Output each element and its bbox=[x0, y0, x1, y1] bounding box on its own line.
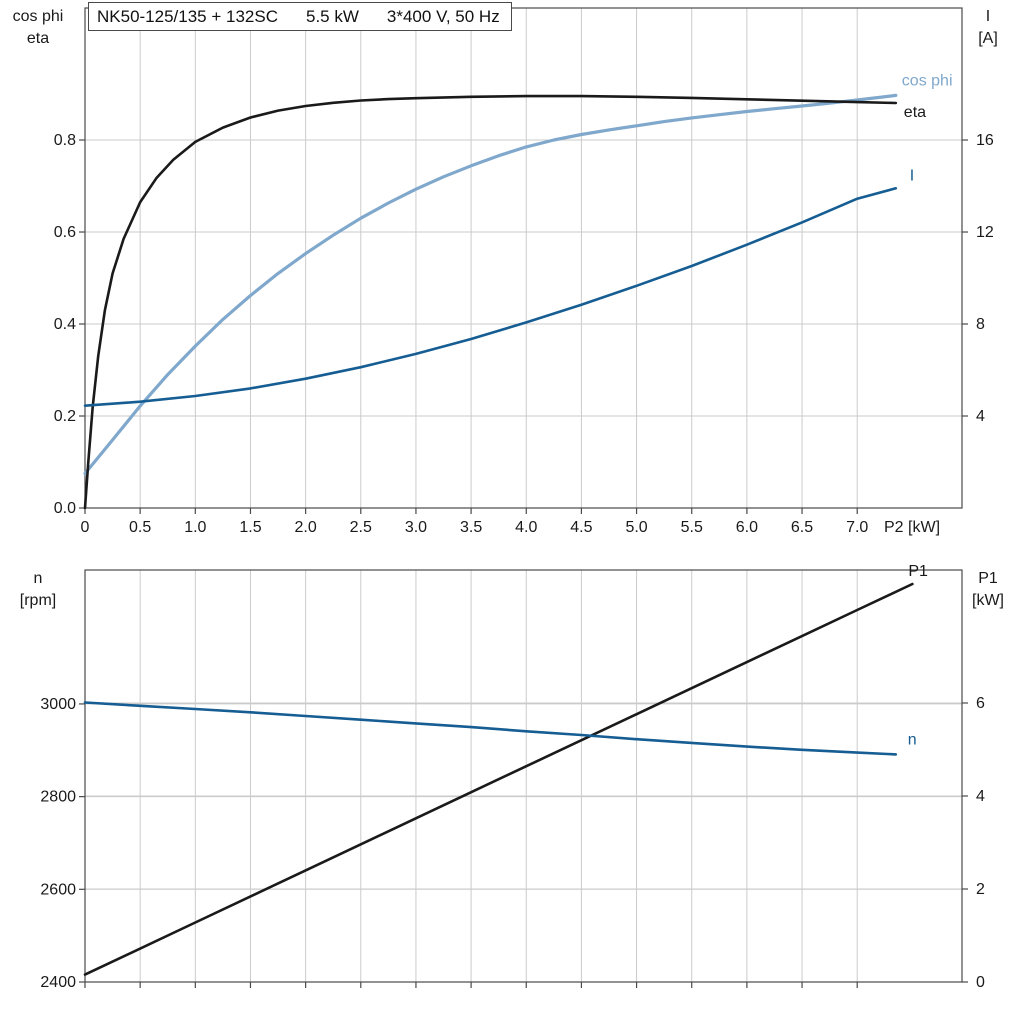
curve-I bbox=[83, 187, 898, 408]
y-right-tick-label: 0 bbox=[976, 974, 985, 991]
plot-border bbox=[84, 569, 963, 983]
y-left-tick-label: 2400 bbox=[40, 974, 76, 991]
x-tick-label: 3.0 bbox=[405, 519, 427, 536]
x-tick-label: 6.5 bbox=[791, 519, 813, 536]
gridlines bbox=[84, 570, 962, 983]
curve-cos-phi bbox=[83, 93, 898, 476]
y-left-tick-label: 0.4 bbox=[54, 316, 76, 333]
x-tick-label: 2.0 bbox=[295, 519, 317, 536]
x-tick-label: 4.0 bbox=[515, 519, 537, 536]
tick-marks bbox=[79, 702, 968, 988]
y-right-tick-label: 8 bbox=[976, 316, 985, 333]
y-right-axis-header: I bbox=[986, 8, 990, 25]
chart-speed-power: 2400 2600 2800 3000 0 2 4 6 n [rpm] P1 [kW] P1 n bbox=[20, 563, 1004, 991]
curve-P1 bbox=[83, 582, 914, 976]
curve-label-I: I bbox=[910, 167, 914, 184]
curve-label-cos-phi: cos phi bbox=[902, 72, 953, 89]
x-tick-label: 1.0 bbox=[184, 519, 206, 536]
y-right-tick-label: 16 bbox=[976, 132, 994, 149]
y-left-axis-header: cos phi bbox=[13, 8, 64, 25]
tick-marks bbox=[79, 139, 968, 514]
curve-label-eta: eta bbox=[904, 104, 926, 121]
x-tick-label: 4.5 bbox=[570, 519, 592, 536]
x-tick-label: 0.5 bbox=[129, 519, 151, 536]
y-left-tick-label: 2800 bbox=[40, 789, 76, 806]
y-right-tick-label: 4 bbox=[976, 408, 985, 425]
rated-power-label: 5.5 kW bbox=[306, 7, 359, 26]
curve-n bbox=[83, 701, 898, 756]
x-tick-label: 5.0 bbox=[625, 519, 647, 536]
y-left-tick-label: 2600 bbox=[40, 881, 76, 898]
y-right-axis-header: [A] bbox=[978, 30, 998, 47]
y-right-tick-label: 2 bbox=[976, 881, 985, 898]
chart-title-box: NK50-125/135 + 132SC 5.5 kW 3*400 V, 50 … bbox=[88, 2, 512, 31]
y-right-axis-header: P1 bbox=[978, 570, 998, 587]
y-left-axis-header: [rpm] bbox=[20, 592, 56, 609]
gridlines bbox=[84, 8, 962, 509]
chart-electrical: 0 0.5 1.0 1.5 2.0 2.5 3.0 3.5 4.0 4.5 5.0 5.5 6.0 6.5… bbox=[13, 7, 998, 536]
y-left-tick-label: 0.2 bbox=[54, 408, 76, 425]
tick-labels: 2400 2600 2800 3000 0 2 4 6 n [rpm] P1 [kW] bbox=[20, 570, 1004, 991]
x-tick-label: 6.0 bbox=[736, 519, 758, 536]
y-right-tick-label: 12 bbox=[976, 224, 994, 241]
x-tick-label: 7.0 bbox=[846, 519, 868, 536]
x-tick-label: 5.5 bbox=[681, 519, 703, 536]
y-left-tick-label: 0.0 bbox=[54, 500, 76, 517]
y-left-axis-header: eta bbox=[27, 30, 49, 47]
y-right-tick-label: 4 bbox=[976, 788, 985, 805]
y-right-axis-header: [kW] bbox=[972, 592, 1004, 609]
y-right-tick-label: 6 bbox=[976, 695, 985, 712]
tick-labels: 0 0.5 1.0 1.5 2.0 2.5 3.0 3.5 4.0 4.5 5.0 5.5 6.0 6.5… bbox=[13, 8, 998, 536]
y-left-tick-label: 0.6 bbox=[54, 224, 76, 241]
x-tick-label: 3.5 bbox=[460, 519, 482, 536]
curve-label-P1: P1 bbox=[908, 563, 928, 580]
x-tick-label: 1.5 bbox=[239, 519, 261, 536]
voltage-frequency-label: 3*400 V, 50 Hz bbox=[386, 7, 500, 26]
y-left-tick-label: 3000 bbox=[40, 696, 76, 713]
x-tick-label: 0 bbox=[81, 519, 90, 536]
y-left-axis-header: n bbox=[34, 570, 43, 587]
y-left-tick-label: 0.8 bbox=[54, 132, 76, 149]
x-axis-title: P2 [kW] bbox=[884, 519, 940, 536]
curve-eta bbox=[83, 94, 898, 510]
pump-model-label: NK50-125/135 + 132SC bbox=[97, 7, 278, 26]
x-tick-label: 2.5 bbox=[350, 519, 372, 536]
plot-border bbox=[84, 7, 963, 509]
curve-label-n: n bbox=[908, 731, 917, 748]
